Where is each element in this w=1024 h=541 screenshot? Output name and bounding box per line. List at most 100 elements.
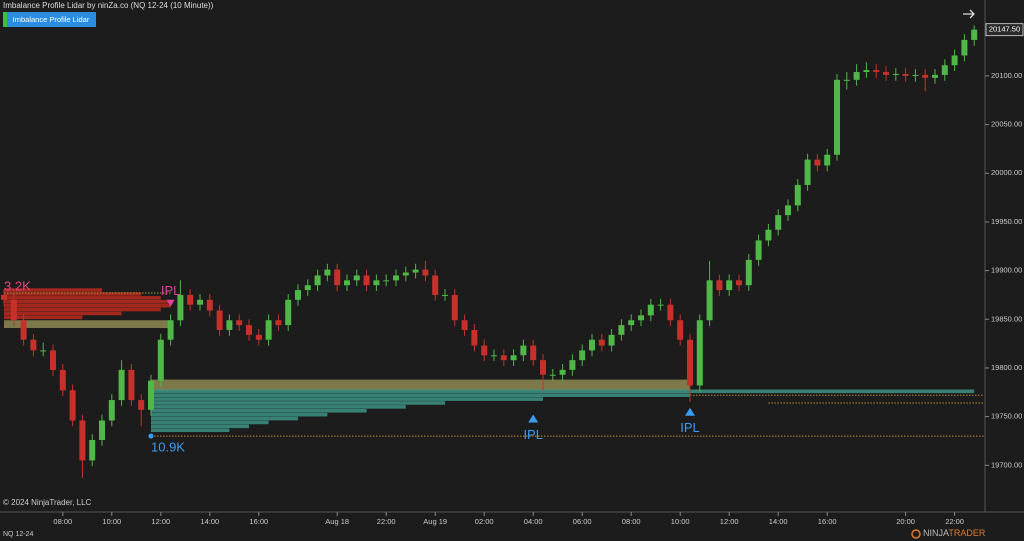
candle-body — [745, 259, 752, 286]
x-tick-label: 12:00 — [720, 517, 739, 526]
candle-body — [236, 320, 243, 326]
candle-body — [187, 294, 194, 305]
candle-body — [922, 74, 929, 78]
x-tick-label: 04:00 — [524, 517, 543, 526]
candle-body — [716, 280, 723, 291]
signal-label: IPL — [161, 283, 181, 298]
profile-bar — [4, 311, 122, 316]
y-tick-label: 19900.00 — [991, 266, 1022, 275]
profile-bar — [4, 292, 142, 296]
candle-body — [304, 285, 311, 291]
candle-body — [148, 380, 154, 410]
candle-body — [785, 205, 791, 216]
x-tick-label: 10:00 — [671, 517, 690, 526]
candle-body — [765, 229, 772, 241]
instrument-label: NQ 12-24 — [3, 531, 33, 538]
x-tick-label: 14:00 — [200, 517, 219, 526]
chart-title: Imbalance Profile Lidar by ninZa.co (NQ … — [3, 1, 214, 10]
candle-body — [892, 73, 899, 75]
profile-bar — [4, 288, 102, 292]
candle-body — [961, 39, 968, 56]
candle-body — [373, 280, 380, 286]
profile-bar — [151, 389, 975, 394]
x-tick-label: 20:00 — [896, 517, 915, 526]
candle-body — [20, 320, 27, 340]
candle-body — [197, 299, 203, 305]
candle-body — [402, 272, 409, 276]
y-tick-label: 20000.00 — [991, 168, 1022, 177]
candle-body — [295, 290, 301, 300]
signal-marker — [166, 299, 175, 307]
profile-bar — [151, 397, 543, 401]
indicator-button-label[interactable]: Imbalance Profile Lidar — [13, 15, 90, 24]
x-tick-label: 22:00 — [377, 517, 396, 526]
candle-body — [314, 275, 321, 286]
candle-body — [481, 345, 488, 356]
x-tick-label: Aug 19 — [423, 517, 447, 526]
candle-body — [432, 275, 439, 295]
copyright: © 2024 NinjaTrader, LLC — [3, 498, 92, 507]
candle-body — [834, 79, 840, 155]
candle-body — [59, 369, 66, 391]
candle-body — [1, 294, 7, 300]
x-tick-label: 14:00 — [769, 517, 788, 526]
x-tick-label: 12:00 — [151, 517, 170, 526]
candle-body — [255, 334, 262, 340]
candle-body — [334, 269, 341, 286]
candle-body — [598, 339, 605, 346]
indicator-flag — [3, 12, 7, 27]
candle-body — [383, 280, 390, 282]
profile-bar — [151, 405, 406, 409]
y-tick-label: 20050.00 — [991, 120, 1022, 129]
candle-body — [442, 294, 448, 296]
candle-body — [608, 334, 615, 346]
candle-body — [667, 304, 674, 321]
profile-bar — [4, 299, 171, 304]
candle-body — [824, 154, 831, 166]
profile-bar — [151, 420, 269, 425]
y-tick-label: 19700.00 — [991, 460, 1022, 469]
candle-body — [755, 240, 762, 260]
candle-body — [353, 275, 360, 281]
candle-body — [363, 275, 370, 286]
signal-label: IPL — [523, 427, 543, 442]
candle-body — [726, 280, 733, 291]
candle-body — [932, 74, 938, 78]
x-tick-label: 22:00 — [945, 517, 964, 526]
candle-body — [569, 360, 576, 370]
last-price-box — [985, 23, 1024, 37]
candle-body — [491, 355, 497, 357]
candle-body — [324, 269, 331, 276]
profile-volume-label: 3.2K — [4, 279, 31, 294]
scroll-arrow[interactable] — [963, 9, 975, 19]
candle-body — [520, 345, 527, 356]
candle-body — [677, 320, 684, 340]
candle-body — [412, 269, 419, 273]
candle-body — [559, 369, 566, 375]
candle-body — [951, 55, 958, 66]
x-tick-label: 16:00 — [249, 517, 268, 526]
indicator-button[interactable] — [7, 12, 96, 27]
profile-anchor — [148, 433, 154, 439]
candle-body — [628, 320, 635, 326]
candle-body — [941, 65, 948, 75]
profile-bar — [4, 307, 161, 312]
profile-bar — [4, 303, 171, 308]
profile-bar — [4, 296, 161, 300]
candle-body — [657, 304, 664, 306]
x-tick-label: 02:00 — [475, 517, 494, 526]
candle-body — [971, 29, 978, 40]
candle-body — [706, 280, 713, 321]
candle-body — [206, 299, 213, 311]
candle-body — [471, 329, 478, 346]
candle-body — [344, 280, 350, 286]
candle-body — [99, 420, 105, 440]
logo-part: TRADER — [948, 528, 986, 538]
candle-body — [89, 439, 96, 461]
profile-volume-label: 10.9K — [151, 440, 185, 455]
candle-body — [30, 339, 37, 351]
y-tick-label: 19800.00 — [991, 363, 1022, 372]
candle-body — [579, 350, 586, 361]
y-tick-label: 19950.00 — [991, 217, 1022, 226]
candle-body — [530, 345, 537, 361]
